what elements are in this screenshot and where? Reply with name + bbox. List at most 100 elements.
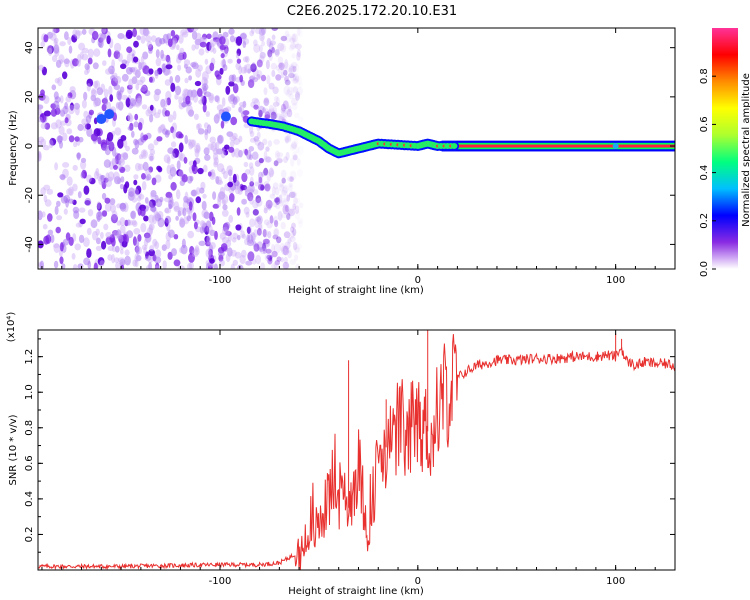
noise-blob bbox=[267, 203, 272, 211]
noise-blob bbox=[155, 249, 162, 259]
noise-blob bbox=[133, 56, 139, 63]
noise-blob bbox=[176, 44, 180, 51]
noise-blob bbox=[242, 56, 249, 63]
noise-blob bbox=[212, 191, 217, 200]
noise-blob bbox=[135, 98, 141, 108]
noise-blob bbox=[148, 249, 156, 257]
y-tick-label: 0.6 bbox=[24, 455, 35, 471]
noise-blob bbox=[60, 108, 65, 116]
noise-blob bbox=[119, 248, 124, 255]
noise-blob bbox=[171, 152, 176, 159]
noise-blob bbox=[228, 146, 235, 153]
noise-blob bbox=[191, 139, 197, 147]
noise-blob bbox=[131, 196, 138, 203]
noise-blob bbox=[290, 142, 298, 149]
noise-blob bbox=[290, 64, 296, 74]
noise-blob bbox=[190, 89, 198, 98]
noise-blob bbox=[123, 233, 127, 244]
noise-blob bbox=[262, 238, 270, 245]
noise-blob bbox=[52, 28, 57, 36]
noise-blob bbox=[228, 28, 235, 35]
noise-blob bbox=[296, 86, 303, 96]
noise-blob bbox=[92, 230, 98, 241]
noise-blob bbox=[231, 237, 237, 243]
noise-blob bbox=[264, 111, 271, 120]
noise-blob bbox=[236, 58, 242, 64]
noise-blob bbox=[280, 62, 285, 72]
noise-blob bbox=[227, 94, 234, 103]
noise-blob bbox=[212, 147, 219, 155]
snr-series-line bbox=[38, 334, 675, 570]
noise-blob bbox=[268, 108, 275, 116]
noise-blob bbox=[154, 241, 160, 250]
noise-blob bbox=[142, 51, 149, 60]
noise-blob bbox=[161, 244, 167, 252]
noise-blob bbox=[280, 190, 288, 197]
noise-blob bbox=[205, 111, 210, 117]
noise-blob bbox=[206, 33, 212, 40]
noise-blob bbox=[247, 68, 252, 74]
noise-blob bbox=[207, 124, 212, 134]
noise-blob bbox=[280, 72, 285, 79]
noise-blob bbox=[284, 205, 290, 212]
noise-blob bbox=[280, 110, 288, 118]
noise-blob bbox=[188, 201, 193, 211]
noise-blob bbox=[209, 242, 216, 250]
noise-blob bbox=[225, 253, 231, 262]
noise-blob bbox=[292, 203, 297, 211]
noise-blob bbox=[124, 181, 130, 189]
noise-blob bbox=[137, 95, 142, 105]
noise-blob bbox=[134, 260, 139, 268]
noise-blob bbox=[258, 171, 263, 181]
noise-blob bbox=[184, 77, 189, 84]
noise-blob bbox=[285, 33, 292, 43]
noise-blob bbox=[181, 102, 188, 108]
noise-blob bbox=[57, 192, 64, 198]
noise-blob bbox=[265, 156, 272, 163]
noise-blob bbox=[204, 211, 210, 220]
noise-blob bbox=[266, 74, 271, 85]
noise-blob bbox=[131, 130, 135, 138]
noise-blob bbox=[69, 102, 74, 111]
noise-blob bbox=[222, 64, 228, 72]
noise-blob bbox=[170, 82, 176, 93]
noise-blob bbox=[256, 70, 263, 79]
noise-blob bbox=[249, 166, 255, 176]
noise-blob bbox=[282, 100, 289, 110]
noise-blob bbox=[104, 197, 111, 204]
noise-blob bbox=[43, 184, 51, 191]
y-tick-label: -40 bbox=[24, 236, 35, 252]
noise-blob bbox=[97, 136, 102, 145]
noise-blob bbox=[172, 110, 177, 121]
noise-blob bbox=[59, 120, 67, 126]
noise-blob bbox=[228, 74, 235, 83]
noise-blob bbox=[203, 164, 208, 173]
noise-blob bbox=[43, 110, 52, 117]
noise-blob bbox=[208, 265, 213, 269]
noise-blob bbox=[251, 28, 255, 35]
noise-blob bbox=[230, 263, 235, 269]
noise-blob bbox=[173, 234, 179, 240]
noise-blob bbox=[217, 195, 222, 202]
noise-blob bbox=[59, 174, 66, 180]
noise-blob bbox=[163, 97, 168, 108]
noise-blob bbox=[178, 52, 185, 61]
noise-blob bbox=[253, 189, 259, 195]
noise-blob bbox=[134, 139, 140, 149]
colorbar-tick-label: 0.4 bbox=[699, 165, 710, 181]
noise-blob bbox=[271, 47, 275, 54]
noise-blob bbox=[175, 215, 179, 221]
noise-blob bbox=[237, 189, 243, 195]
noise-blob bbox=[192, 212, 197, 222]
noise-blob bbox=[248, 154, 253, 161]
noise-blob bbox=[100, 33, 107, 41]
noise-blob bbox=[104, 202, 112, 212]
noise-blob bbox=[105, 236, 113, 245]
noise-blob bbox=[140, 222, 147, 233]
noise-blob bbox=[72, 164, 78, 171]
noise-blob bbox=[272, 234, 279, 240]
noise-blob bbox=[225, 106, 232, 112]
noise-blob bbox=[232, 83, 239, 94]
colorbar-label: Normalized spectral amplitude bbox=[741, 73, 750, 227]
noise-blob bbox=[90, 94, 97, 102]
